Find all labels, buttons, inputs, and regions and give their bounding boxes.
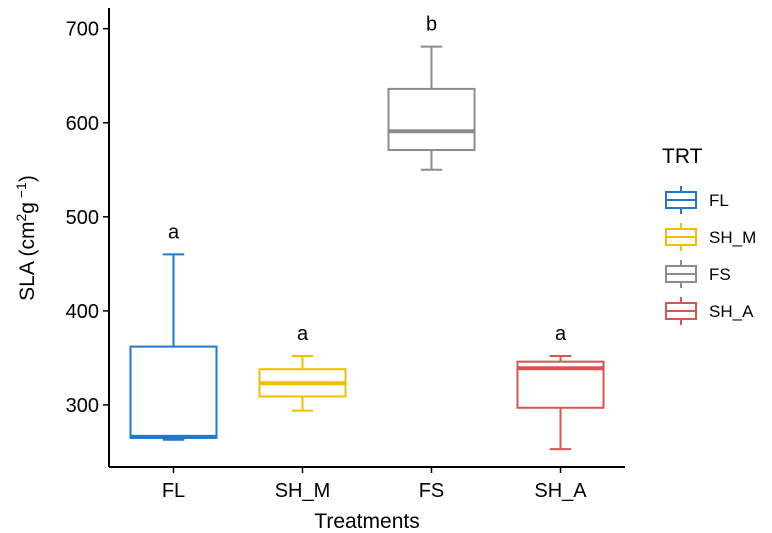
significance-label: a xyxy=(297,323,309,345)
y-tick-label: 400 xyxy=(66,301,99,323)
y-axis-title-middle: g xyxy=(16,202,39,214)
y-tick-label: 700 xyxy=(66,19,99,41)
significance-label: a xyxy=(168,221,180,243)
legend-label: FL xyxy=(709,191,729,210)
significance-label: b xyxy=(426,14,437,36)
legend-label: FS xyxy=(709,265,731,284)
legend-item-fl: FL xyxy=(665,186,729,214)
y-axis-title: SLA (cm2g −1) xyxy=(13,175,39,301)
y-axis-title-sup1: 2 xyxy=(13,213,29,221)
y-axis-title-sup2: −1 xyxy=(13,182,29,202)
legend-item-sh-m: SH_M xyxy=(665,223,756,251)
x-tick-label-fl: FL xyxy=(162,480,185,502)
legend-item-sh-a: SH_A xyxy=(665,297,754,325)
box-sh-a: a xyxy=(516,323,605,451)
box-body xyxy=(387,87,476,152)
box-fl: a xyxy=(129,221,218,441)
x-axis-title: Treatments xyxy=(314,510,419,533)
legend-label: SH_M xyxy=(709,228,756,247)
y-axis-title-prefix: SLA (cm xyxy=(16,221,39,300)
plot-area: a a b a xyxy=(129,14,605,451)
x-axis: FL SH_M FS SH_A xyxy=(109,466,625,502)
y-axis: 300 400 500 600 700 xyxy=(66,8,110,467)
x-tick-label-fs: FS xyxy=(419,480,445,502)
y-axis-title-suffix: ) xyxy=(16,175,39,182)
y-tick-label: 500 xyxy=(66,207,99,229)
legend: TRT FL SH_M FS SH_A xyxy=(662,145,756,325)
legend-item-fs: FS xyxy=(665,260,731,288)
x-tick-label-sh-a: SH_A xyxy=(534,480,587,502)
y-tick-label: 300 xyxy=(66,395,99,417)
box-fs: b xyxy=(387,14,476,171)
significance-label: a xyxy=(555,323,567,345)
box-body xyxy=(129,345,218,439)
legend-title: TRT xyxy=(662,145,703,168)
box-sh-m: a xyxy=(258,323,347,412)
y-tick-label: 600 xyxy=(66,113,99,135)
x-tick-label-sh-m: SH_M xyxy=(275,480,331,502)
legend-label: SH_A xyxy=(709,302,754,321)
